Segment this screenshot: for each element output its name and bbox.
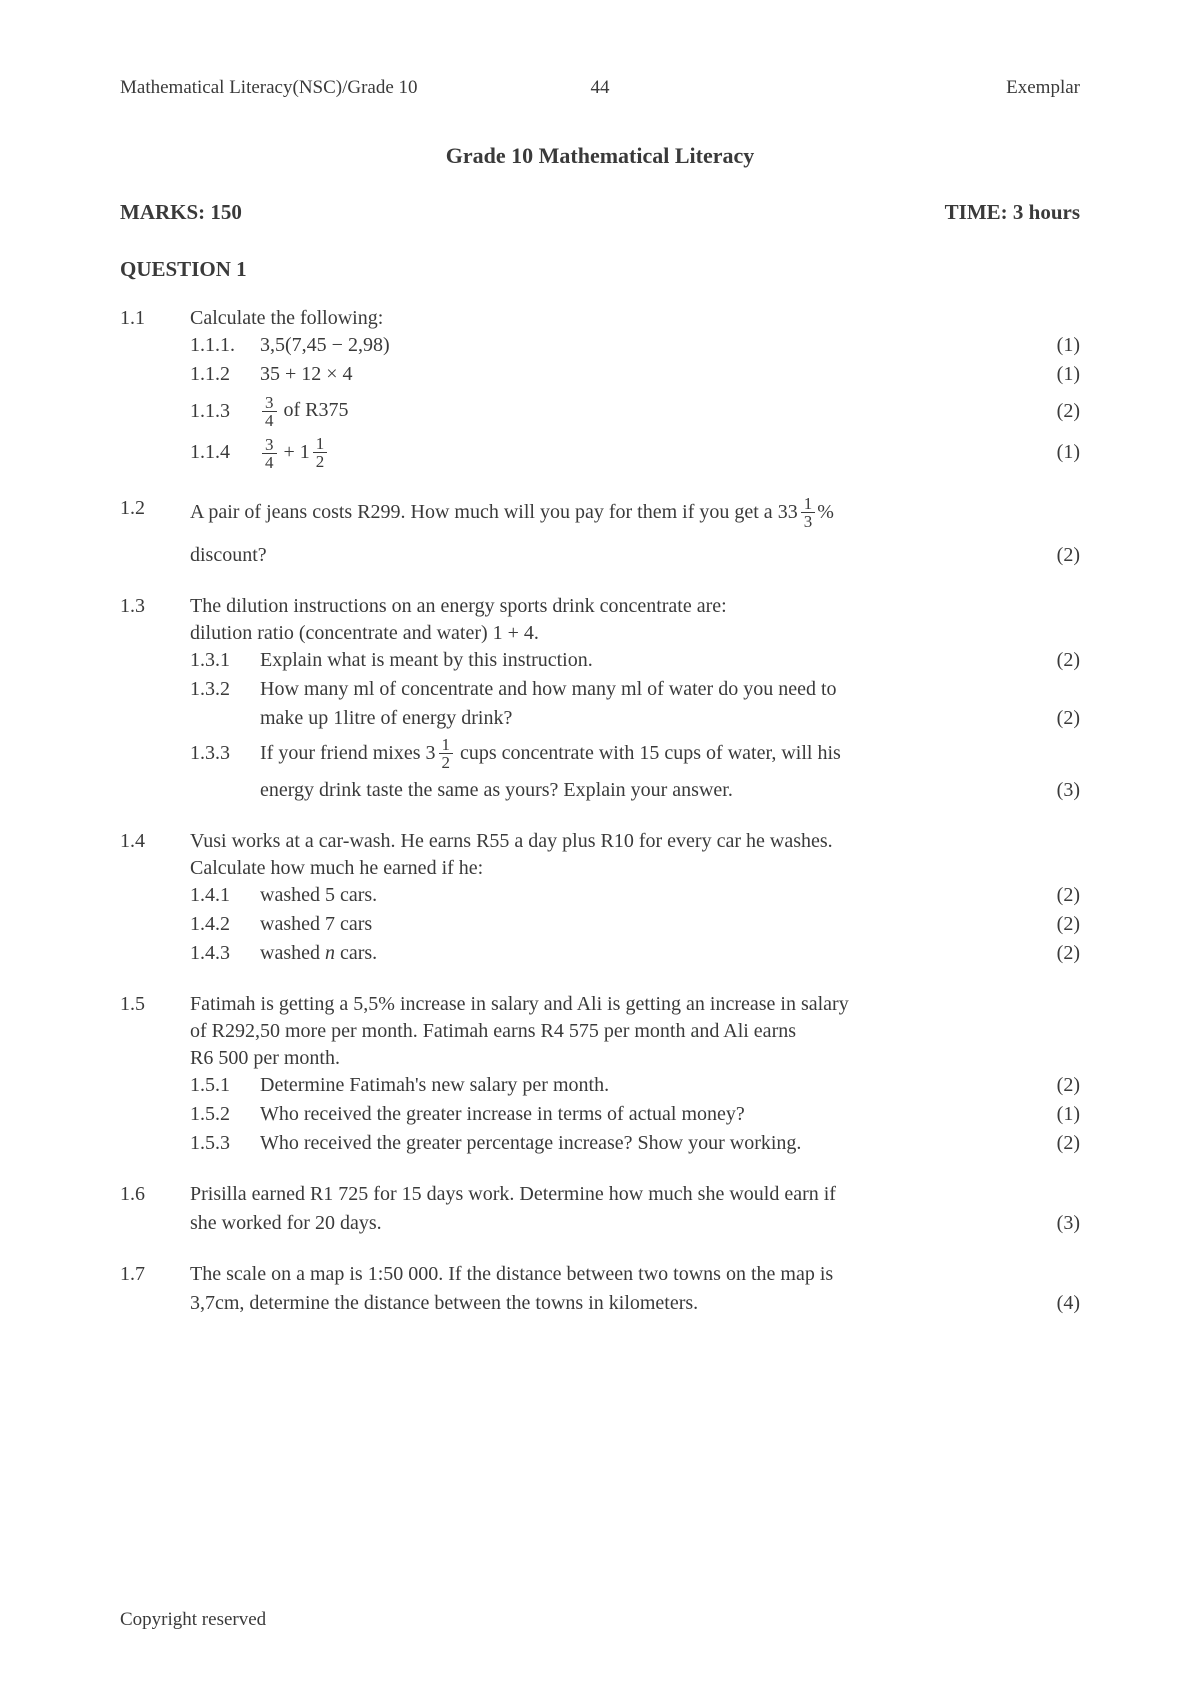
marks: (2)	[1030, 1072, 1080, 1099]
sub-text: 3 4 of R375	[260, 394, 1030, 429]
footer: Copyright reserved	[120, 1607, 266, 1633]
marks-label: MARKS: 150	[120, 198, 242, 226]
fraction: 3 4	[262, 394, 277, 429]
sub-number: 1.4.3	[190, 940, 260, 967]
marks: (3)	[1030, 777, 1080, 804]
q-intro: Fatimah is getting a 5,5% increase in sa…	[190, 991, 1080, 1018]
sub-text: make up 1litre of energy drink?	[260, 705, 1030, 732]
q-intro: of R292,50 more per month. Fatimah earns…	[190, 1018, 1080, 1045]
sub-number: 1.5.1	[190, 1072, 260, 1099]
marks-time-row: MARKS: 150 TIME: 3 hours	[120, 198, 1080, 226]
sub-text: Explain what is meant by this instructio…	[260, 647, 1030, 674]
sub-text: washed n cars.	[260, 940, 1030, 967]
mixed-number: 312	[426, 736, 456, 771]
question-1-3: 1.3 The dilution instructions on an ener…	[120, 593, 1080, 806]
question-1-2: 1.2 A pair of jeans costs R299. How much…	[120, 495, 1080, 571]
q-intro: The dilution instructions on an energy s…	[190, 593, 1080, 620]
sub-number: 1.1.4	[190, 439, 260, 466]
q-intro: Calculate how much he earned if he:	[190, 855, 1080, 882]
q-text: 3,7cm, determine the distance between th…	[190, 1290, 1030, 1317]
sub-text: 3,5(7,45 − 2,98)	[260, 332, 1030, 359]
marks: (1)	[1030, 332, 1080, 359]
time-label: TIME: 3 hours	[945, 198, 1080, 226]
marks: (2)	[1030, 911, 1080, 938]
q-text: A pair of jeans costs R299. How much wil…	[190, 495, 1030, 530]
marks: (2)	[1030, 705, 1080, 732]
sub-text: 3 4 + 112	[260, 435, 1030, 471]
sub-number: 1.3.1	[190, 647, 260, 674]
sub-number: 1.3.2	[190, 676, 260, 703]
sub-text: How many ml of concentrate and how many …	[260, 676, 1030, 703]
page-title: Grade 10 Mathematical Literacy	[120, 141, 1080, 171]
q-number: 1.1	[120, 305, 190, 473]
q-intro: dilution ratio (concentrate and water) 1…	[190, 620, 1080, 647]
fraction: 3 4	[262, 436, 277, 471]
sub-number: 1.1.3	[190, 398, 260, 425]
question-1-6: 1.6 Prisilla earned R1 725 for 15 days w…	[120, 1181, 1080, 1239]
q-text: Prisilla earned R1 725 for 15 days work.…	[190, 1181, 1030, 1208]
question-heading: QUESTION 1	[120, 255, 1080, 283]
question-1-1: 1.1 Calculate the following: 1.1.1. 3,5(…	[120, 305, 1080, 473]
q-intro: R6 500 per month.	[190, 1045, 1080, 1072]
marks: (2)	[1030, 398, 1080, 425]
page-header: Mathematical Literacy(NSC)/Grade 10 44 E…	[120, 75, 1080, 101]
sub-number: 1.1.1.	[190, 332, 260, 359]
sub-text: energy drink taste the same as yours? Ex…	[260, 777, 1030, 804]
sub-number: 1.4.1	[190, 882, 260, 909]
marks: (2)	[1030, 940, 1080, 967]
marks: (2)	[1030, 647, 1080, 674]
sub-text: 35 + 12 × 4	[260, 361, 1030, 388]
marks: (2)	[1030, 882, 1080, 909]
question-1-4: 1.4 Vusi works at a car-wash. He earns R…	[120, 828, 1080, 969]
q-number: 1.7	[120, 1261, 190, 1319]
q-text: discount?	[190, 542, 1030, 569]
sub-number: 1.1.2	[190, 361, 260, 388]
sub-number: 1.5.3	[190, 1130, 260, 1157]
header-page-number: 44	[591, 75, 610, 101]
sub-text: washed 5 cars.	[260, 882, 1030, 909]
q-text: The scale on a map is 1:50 000. If the d…	[190, 1261, 1030, 1288]
question-1-5: 1.5 Fatimah is getting a 5,5% increase i…	[120, 991, 1080, 1159]
mixed-number: 112	[300, 435, 330, 470]
marks: (1)	[1030, 439, 1080, 466]
q-intro: Calculate the following:	[190, 305, 1080, 332]
sub-text: Determine Fatimah's new salary per month…	[260, 1072, 1030, 1099]
marks: (1)	[1030, 361, 1080, 388]
q-number: 1.5	[120, 991, 190, 1159]
q-number: 1.3	[120, 593, 190, 806]
q-number: 1.6	[120, 1181, 190, 1239]
marks: (1)	[1030, 1101, 1080, 1128]
sub-number: 1.5.2	[190, 1101, 260, 1128]
sub-number: 1.4.2	[190, 911, 260, 938]
marks: (4)	[1030, 1290, 1080, 1317]
sub-text: Who received the greater percentage incr…	[260, 1130, 1030, 1157]
q-number: 1.2	[120, 495, 190, 571]
q-number: 1.4	[120, 828, 190, 969]
q-text: she worked for 20 days.	[190, 1210, 1030, 1237]
marks: (3)	[1030, 1210, 1080, 1237]
header-left: Mathematical Literacy(NSC)/Grade 10	[120, 75, 418, 101]
mixed-number: 3313	[778, 495, 818, 530]
header-right: Exemplar	[1006, 75, 1080, 101]
sub-number: 1.3.3	[190, 740, 260, 767]
q-intro: Vusi works at a car-wash. He earns R55 a…	[190, 828, 1080, 855]
question-1-7: 1.7 The scale on a map is 1:50 000. If t…	[120, 1261, 1080, 1319]
sub-text: If your friend mixes 312 cups concentrat…	[260, 736, 1030, 771]
sub-text: Who received the greater increase in ter…	[260, 1101, 1030, 1128]
marks: (2)	[1030, 542, 1080, 569]
sub-text: washed 7 cars	[260, 911, 1030, 938]
marks: (2)	[1030, 1130, 1080, 1157]
